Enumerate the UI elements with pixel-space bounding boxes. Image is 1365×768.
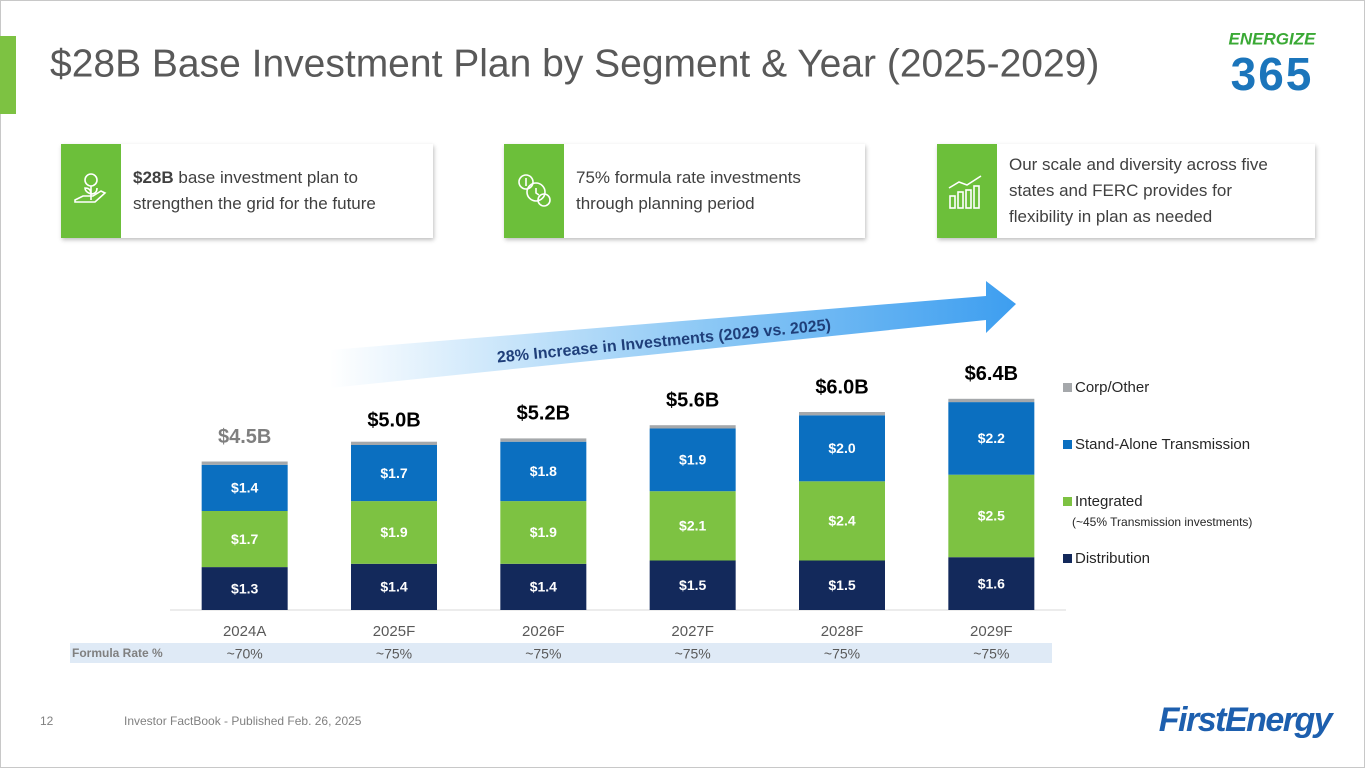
callout-line: flexibility in plan as needed <box>1009 207 1213 226</box>
icon <box>504 144 564 238</box>
icon <box>61 144 121 238</box>
callout-text: $28B base investment plan to strengthen t… <box>133 165 376 217</box>
callout-text: Our scale and diversity across five state… <box>1009 152 1268 230</box>
line: $28B base investment plan to <box>133 165 376 191</box>
callout-line: 75% formula rate investments <box>576 168 801 187</box>
callout-line: strengthen the grid for the future <box>133 194 376 213</box>
icon-graphic <box>948 175 982 209</box>
callout-text: 75% formula rate investments through plan… <box>576 165 801 217</box>
callout-bold: $28B <box>133 168 174 187</box>
callout-line: through planning period <box>576 194 755 213</box>
callout: $28B base investment plan to strengthen t… <box>61 144 433 238</box>
callout-line: states and FERC provides for <box>1009 181 1232 200</box>
callout-line: Our scale and diversity across five <box>1009 155 1268 174</box>
callout-line: base investment plan to <box>178 168 358 187</box>
icon <box>937 144 997 238</box>
callout: 75% formula rate investments through plan… <box>504 144 865 238</box>
icon-graphic <box>518 174 551 207</box>
callout: Our scale and diversity across five state… <box>937 144 1315 238</box>
icon-graphic <box>74 173 107 203</box>
